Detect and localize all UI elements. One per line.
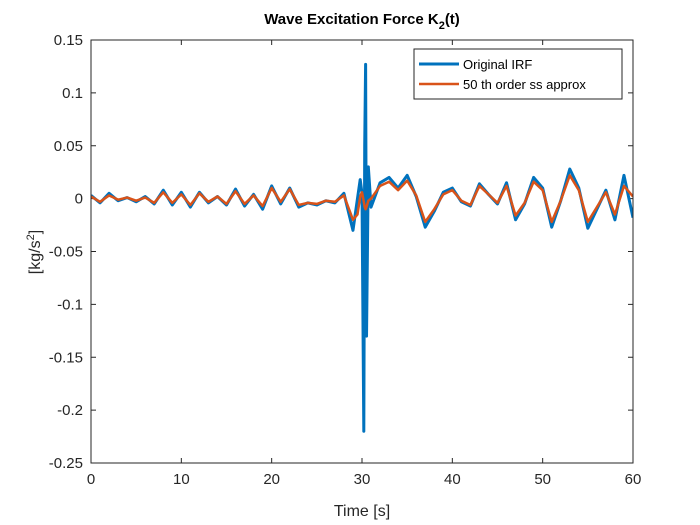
axes-box [90, 39, 634, 464]
y-tick-label: 0.05 [54, 138, 83, 155]
title-subscript: 2 [439, 20, 445, 32]
y-label-end: ] [27, 230, 44, 234]
legend-label: 50 th order ss approx [463, 77, 586, 92]
y-tick-label: -0.2 [57, 402, 83, 419]
legend-label: Original IRF [463, 57, 532, 72]
x-axis-label: Time [s] [334, 503, 390, 520]
title-end: (t) [445, 11, 460, 28]
x-tick-label: 30 [354, 471, 371, 488]
y-tick-label: 0.1 [62, 85, 83, 102]
x-tick-label: 40 [444, 471, 461, 488]
y-tick-label: -0.05 [49, 244, 83, 261]
y-tick-label: -0.1 [57, 296, 83, 313]
chart-title: Wave Excitation Force K2(t) [264, 11, 460, 32]
y-tick-label: -0.15 [49, 349, 83, 366]
y-tick-label: -0.25 [49, 455, 83, 472]
x-tick-label: 10 [173, 471, 190, 488]
x-tick-label: 50 [534, 471, 551, 488]
line [91, 174, 633, 224]
y-tick-label: 0.15 [54, 32, 83, 49]
y-axis-label: [kg/s2] [25, 230, 44, 274]
y-label-main: [kg/s [27, 240, 44, 274]
title-main: Wave Excitation Force K [264, 11, 439, 28]
x-tick-label: 0 [87, 471, 95, 488]
x-tick-label: 60 [625, 471, 642, 488]
x-tick-label: 20 [263, 471, 280, 488]
y-label-superscript: 2 [25, 234, 37, 240]
y-tick-label: 0 [75, 191, 83, 208]
legend-box [413, 48, 623, 100]
